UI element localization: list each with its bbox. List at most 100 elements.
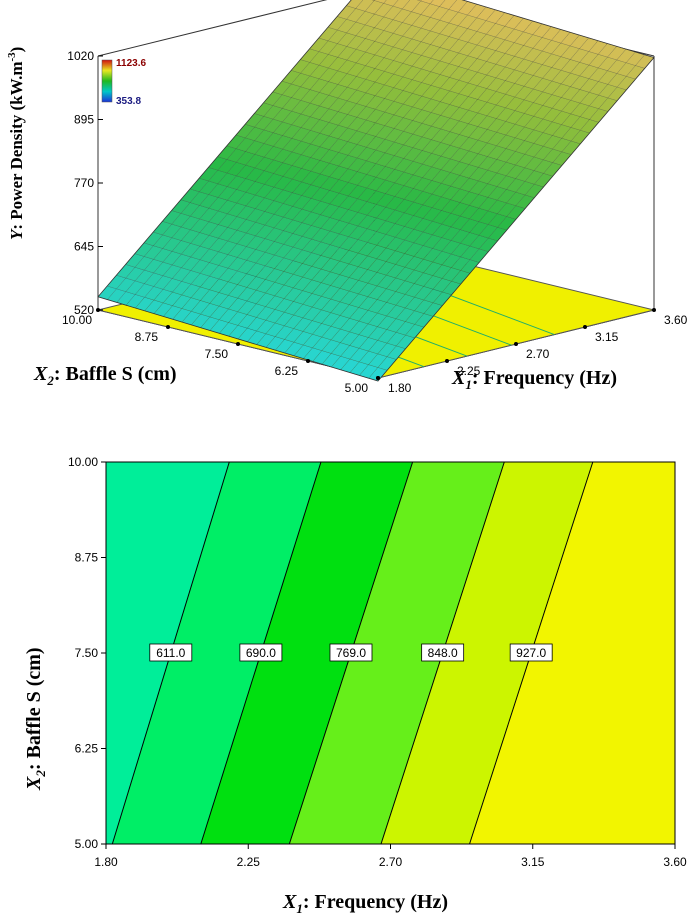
x1-tick-label: 1.80 — [388, 381, 412, 395]
legend-max: 1123.6 — [116, 58, 146, 69]
z-axis-title: Y: Power Density (kW.m-3) — [6, 47, 26, 240]
x1-title-italic: X — [451, 367, 466, 389]
c-ytitle-sub: 2 — [33, 770, 48, 778]
surface-cell — [429, 0, 446, 7]
x1-tick-mark — [652, 308, 656, 312]
surface-cell — [420, 0, 434, 4]
contour-band-3 — [200, 462, 413, 844]
contour-x-tick-label: 3.15 — [521, 855, 545, 869]
contour-label-1: 611.0 — [149, 643, 193, 662]
x2-tick-mark — [306, 359, 310, 363]
x2-tick-label: 7.50 — [205, 347, 229, 361]
contour-label-box — [421, 643, 465, 662]
contour-y-tick-label: 5.00 — [75, 837, 99, 851]
x2-title-sub: 2 — [46, 373, 54, 388]
contour-label-text: 769.0 — [336, 646, 366, 660]
contour-label-text: 848.0 — [428, 646, 458, 660]
surface-cell — [383, 0, 399, 7]
x1-tick-label: 3.15 — [595, 330, 619, 344]
surface-cell — [401, 0, 422, 12]
z-tick-label: 645 — [74, 240, 94, 254]
c-ytitle-italic: X — [23, 776, 45, 791]
x1-tick-label: 3.60 — [664, 313, 688, 327]
contour-y-axis-title: X2: Baffle S (cm) — [23, 647, 48, 791]
x2-tick-mark — [166, 325, 170, 329]
x1-tick-label: 2.25 — [457, 364, 481, 378]
contour-plot-panel: 611.0 690.0 769.0 848.0 927.0 1.80 2.25 2.70 3.… — [0, 400, 699, 920]
surface-cell — [448, 0, 468, 13]
contour-band-4 — [289, 462, 505, 844]
surface-plot-panel: 520 645 770 895 1020 5.00 6.25 7.50 8.75 10.00 1.8… — [0, 0, 699, 400]
surface-cell — [417, 0, 422, 2]
x1-axis-title: X1: Frequency (Hz) — [451, 367, 617, 392]
z-title-text: : Power Density (kW.m — [7, 62, 26, 230]
z-tick-label: 770 — [74, 176, 94, 190]
contour-label-box — [239, 643, 283, 662]
contour-label-box — [149, 643, 193, 662]
x1-tick-mark — [583, 325, 587, 329]
contour-x-tick-label: 1.80 — [94, 855, 118, 869]
surface-cell — [439, 0, 458, 10]
color-legend: 1123.6 353.8 — [101, 58, 146, 107]
z-tick-label: 895 — [74, 113, 94, 127]
contour-band-6 — [469, 462, 675, 844]
contour-y-tick-label: 8.75 — [75, 551, 99, 565]
contour-label-3: 769.0 — [329, 643, 373, 662]
surface-axis-ticks: 520 645 770 895 1020 5.00 6.25 7.50 8.75 10.00 1.8… — [62, 49, 688, 395]
contour-x-tick-label: 3.60 — [663, 855, 687, 869]
x1-tick-mark — [376, 376, 380, 380]
c-xtitle-sub: 1 — [296, 901, 303, 916]
contour-axes: 1.80 2.25 2.70 3.15 3.60 5.00 6.25 7.50 8.75 10.0… — [68, 455, 687, 869]
contour-bands — [106, 462, 675, 844]
contour-band-2 — [112, 462, 321, 844]
contour-label-5: 927.0 — [509, 643, 553, 662]
contour-labels: 611.0 690.0 769.0 848.0 927.0 — [149, 643, 553, 662]
contour-label-box — [329, 643, 373, 662]
surface-cell — [346, 0, 364, 9]
contour-chart: 611.0 690.0 769.0 848.0 927.0 1.80 2.25 2.70 3.… — [23, 455, 687, 916]
contour-label-text: 690.0 — [246, 646, 276, 660]
surface-cell — [373, 0, 387, 4]
c-xtitle-text: : Frequency (Hz) — [303, 891, 448, 913]
x2-tick-label: 10.00 — [62, 313, 92, 327]
contour-x-tick-label: 2.70 — [379, 855, 403, 869]
x1-title-sub: 1 — [465, 377, 472, 392]
z-tick-label: 520 — [74, 303, 94, 317]
legend-min: 353.8 — [116, 96, 141, 107]
contour-x-tick-label: 2.25 — [237, 855, 261, 869]
x2-tick-label: 5.00 — [345, 381, 369, 395]
surface-outline — [97, 0, 655, 382]
c-ytitle-text: : Baffle S (cm) — [23, 647, 45, 770]
contour-label-4: 848.0 — [421, 643, 465, 662]
legend-color-bar — [101, 59, 113, 103]
c-xtitle-italic: X — [282, 891, 297, 913]
contour-label-2: 690.0 — [239, 643, 283, 662]
x2-tick-mark — [96, 308, 100, 312]
x2-tick-label: 8.75 — [135, 330, 159, 344]
contour-label-text: 927.0 — [516, 646, 546, 660]
surface-cell — [355, 0, 375, 12]
contour-y-tick-label: 10.00 — [68, 455, 98, 469]
x1-tick-mark — [445, 359, 449, 363]
contour-y-tick-label: 6.25 — [75, 742, 99, 756]
surface-cell — [392, 0, 411, 10]
x1-title-text: : Frequency (Hz) — [472, 367, 617, 389]
contour-x-axis-title: X1: Frequency (Hz) — [282, 891, 448, 916]
x1-tick-label: 2.70 — [526, 347, 550, 361]
contour-y-tick-label: 7.50 — [75, 646, 99, 660]
x2-tick-mark — [236, 342, 240, 346]
response-surface — [97, 0, 655, 382]
x2-title-text: : Baffle S (cm) — [54, 363, 177, 385]
x2-axis-title: X2: Baffle S (cm) — [33, 363, 177, 388]
z-title-sup: -3 — [6, 52, 18, 62]
z-tick-label: 1020 — [67, 49, 94, 63]
x1-tick-mark — [514, 342, 518, 346]
z-title-close: ) — [7, 47, 26, 53]
response-surface-chart: 520 645 770 895 1020 5.00 6.25 7.50 8.75 10.00 1.8… — [6, 0, 688, 395]
z-title-italic: Y — [7, 228, 26, 240]
x2-tick-label: 6.25 — [275, 364, 299, 378]
contour-band-5 — [381, 462, 593, 844]
x2-title-italic: X — [33, 363, 48, 385]
contour-label-text: 611.0 — [156, 646, 185, 660]
contour-label-box — [509, 643, 553, 662]
